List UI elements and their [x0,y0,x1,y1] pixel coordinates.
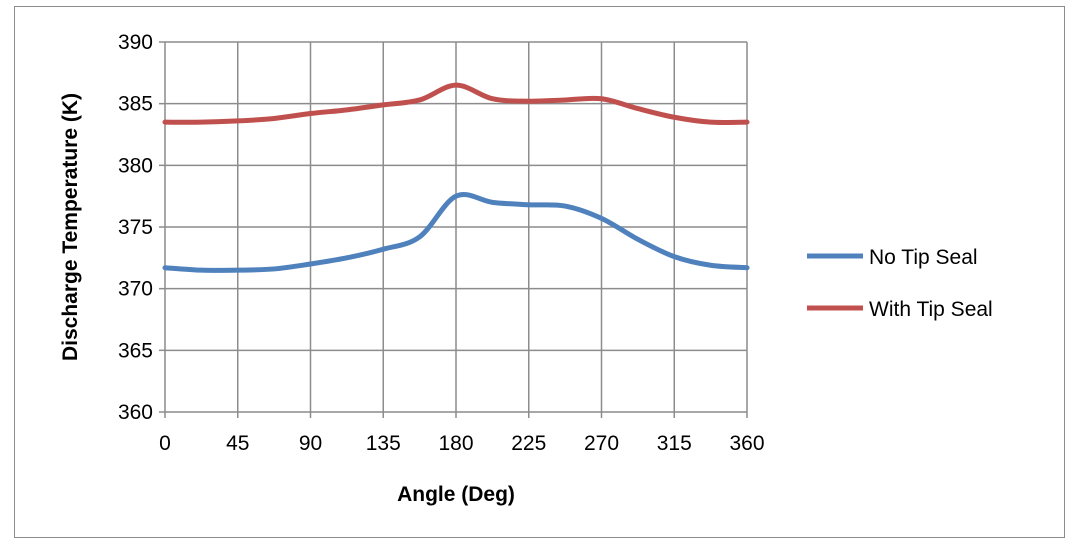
x-tick-label: 225 [511,432,546,455]
x-tick-label: 45 [226,432,249,455]
x-tick-label: 0 [159,432,171,455]
y-tick-label: 390 [118,31,153,54]
x-tick-label: 135 [366,432,401,455]
y-axis-title: Discharge Temperature (K) [59,93,82,361]
series-line-with-tip-seal [162,82,750,126]
y-tick-label: 375 [118,216,153,239]
y-tick-label: 360 [118,401,153,424]
x-tick-label: 315 [657,432,692,455]
chart-frame: 360 365 370 375 380 385 390 0 45 90 135 180 225 270 31… [14,6,1065,538]
x-tick-label: 270 [584,432,619,455]
x-axis-title: Angle (Deg) [397,483,515,506]
series-line-no-tip-seal [162,192,750,273]
y-tick-label: 370 [118,278,153,301]
x-tick-label: 360 [729,432,764,455]
legend: No Tip Seal With Tip Seal [807,246,993,321]
y-tick-label: 365 [118,339,153,362]
legend-label-no-tip-seal: No Tip Seal [869,246,978,269]
line-chart: 360 365 370 375 380 385 390 0 45 90 135 180 225 270 31… [59,31,993,506]
y-tick-label: 380 [118,154,153,177]
tick-labels: 360 365 370 375 380 385 390 0 45 90 135 180 225 270 31… [118,31,765,455]
grid [159,41,748,418]
y-tick-label: 385 [118,93,153,116]
legend-label-with-tip-seal: With Tip Seal [869,298,993,321]
x-tick-label: 180 [438,432,473,455]
x-tick-label: 90 [299,432,322,455]
series-lines [162,82,750,273]
